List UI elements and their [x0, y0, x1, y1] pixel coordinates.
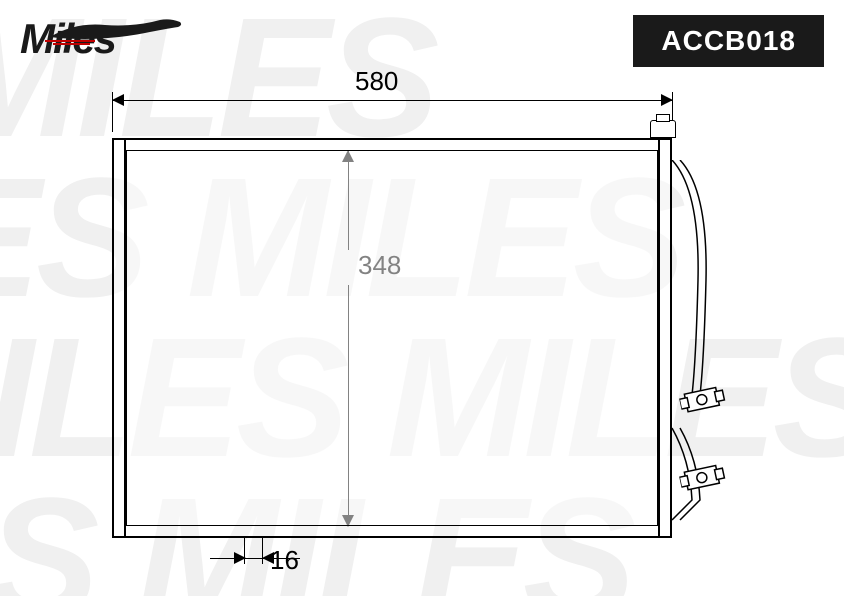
- arrow-left-icon: [262, 552, 276, 564]
- technical-diagram: 580 348 16: [90, 70, 750, 580]
- dim-width-label: 580: [355, 66, 398, 97]
- header: Miles ACCB018: [20, 15, 824, 67]
- dim-line-width: [112, 100, 672, 101]
- arrow-left-icon: [112, 94, 126, 106]
- part-code-badge: ACCB018: [633, 15, 824, 67]
- condenser-left-endtank: [112, 138, 126, 538]
- dim-line-depth: [210, 558, 300, 559]
- greyhound-icon: [45, 17, 195, 45]
- arrow-right-icon: [659, 94, 673, 106]
- arrow-right-icon: [232, 552, 246, 564]
- condenser-core: [126, 150, 658, 526]
- condenser-cap: [650, 120, 676, 138]
- condenser-cap-top: [656, 114, 670, 122]
- brand-logo: Miles: [20, 15, 115, 63]
